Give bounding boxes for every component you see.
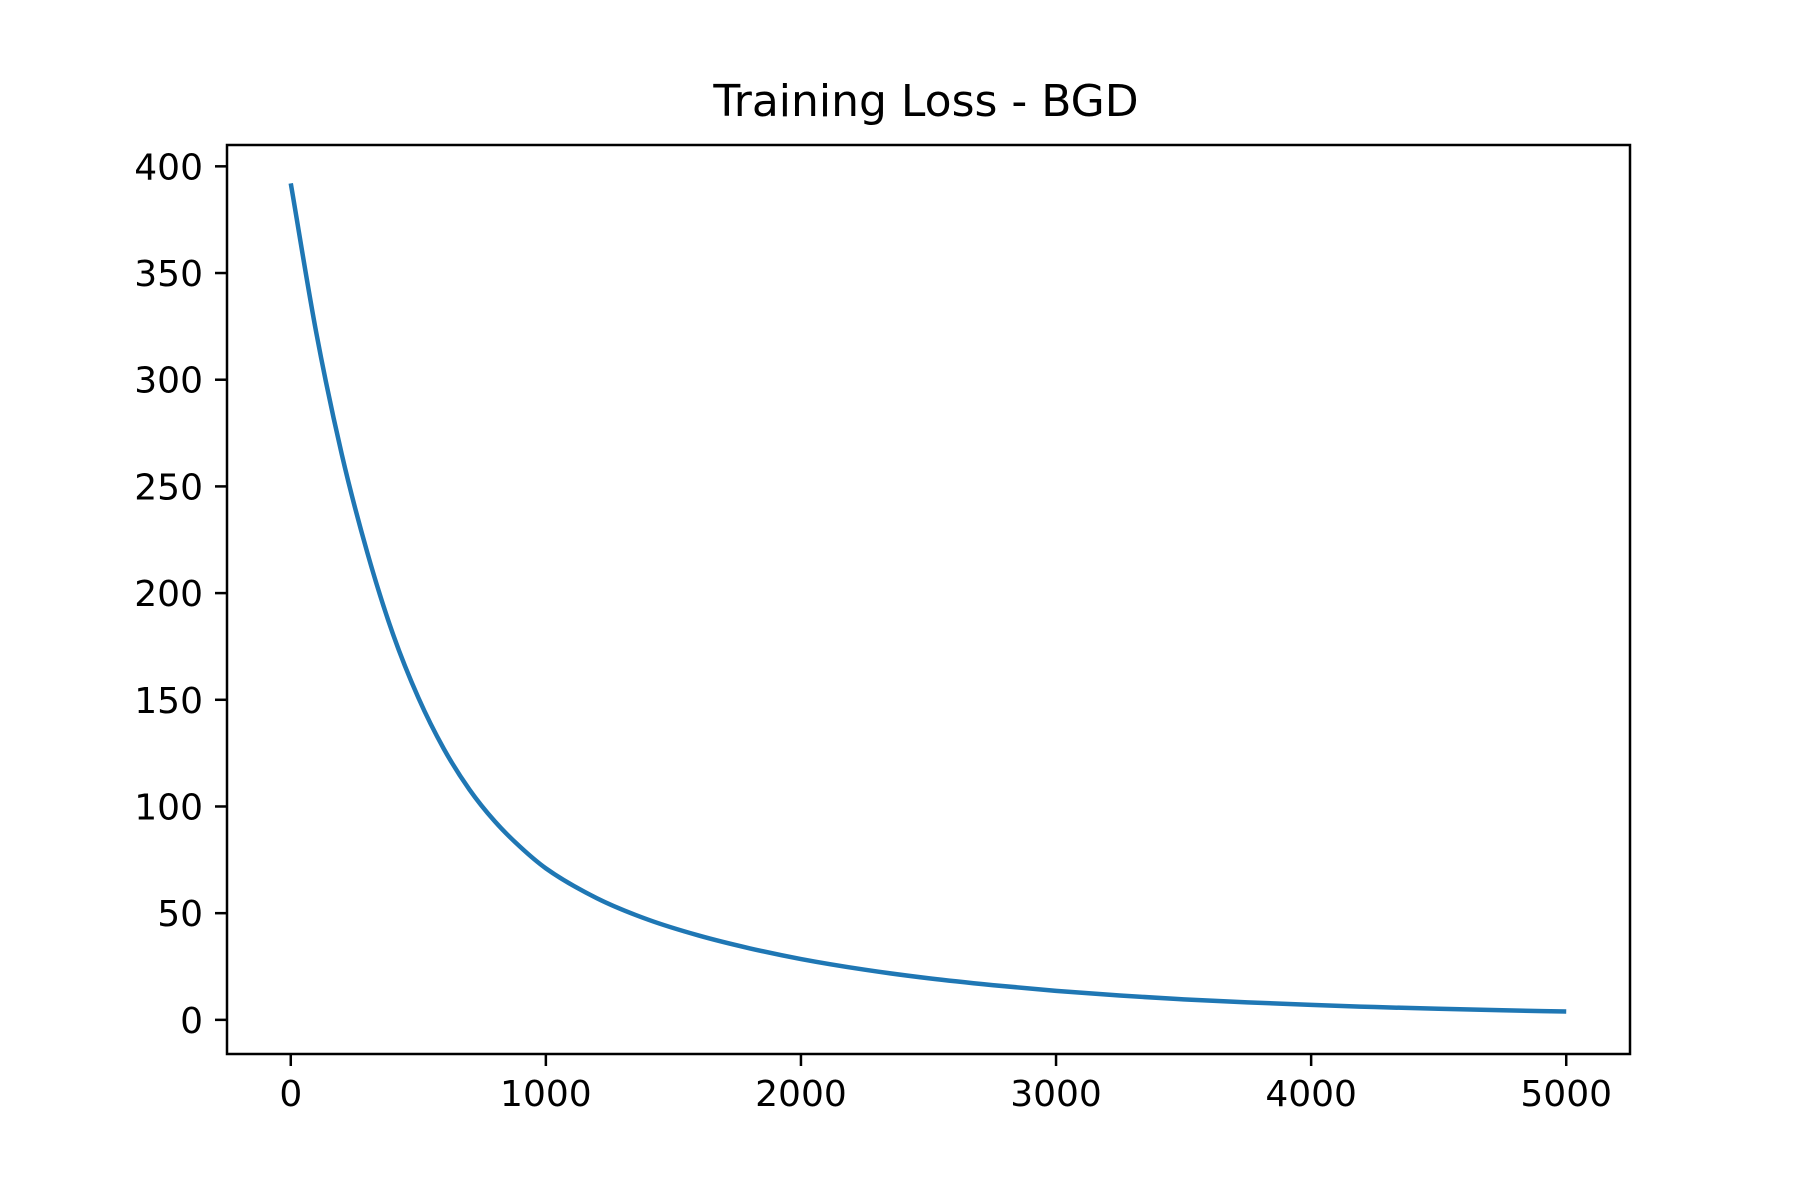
chart-title: Training Loss - BGD <box>712 76 1138 127</box>
series-group <box>288 183 1567 1014</box>
x-tick-label: 2000 <box>755 1074 847 1115</box>
x-tick-label: 4000 <box>1265 1074 1357 1115</box>
plot-area-frame <box>225 143 1632 1056</box>
x-tick-label: 5000 <box>1520 1074 1612 1115</box>
x-tick-label: 3000 <box>1010 1074 1102 1115</box>
x-axis: 0 1000 2000 3000 4000 5000 <box>279 1054 1612 1115</box>
y-tick-label: 100 <box>134 787 203 828</box>
y-tick-label: 250 <box>134 467 203 508</box>
y-axis: 0 50 100 150 200 250 300 350 400 <box>134 147 227 1042</box>
y-tick-label: 350 <box>134 254 203 295</box>
x-tick-label: 0 <box>279 1074 302 1115</box>
y-tick-label: 0 <box>180 1001 203 1042</box>
y-tick-label: 300 <box>134 361 203 402</box>
y-tick-label: 50 <box>157 894 203 935</box>
y-tick-label: 200 <box>134 574 203 615</box>
y-tick-label: 150 <box>134 681 203 722</box>
x-tick-label: 1000 <box>500 1074 592 1115</box>
y-tick-label: 400 <box>134 147 203 188</box>
series-line-loss <box>288 183 1567 1014</box>
